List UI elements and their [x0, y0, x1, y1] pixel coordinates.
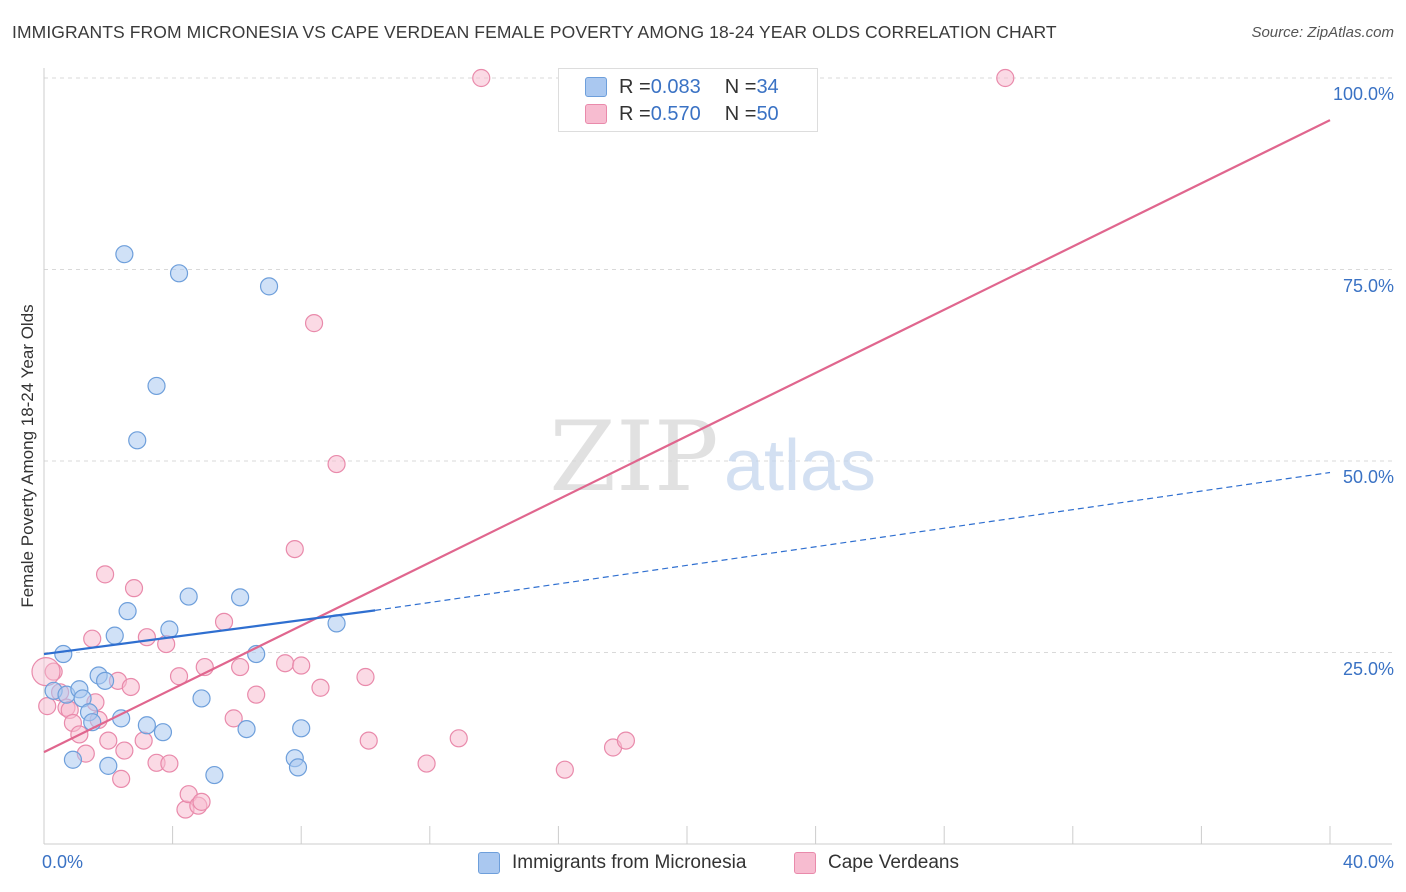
y-tick-label: 50.0%: [1342, 467, 1394, 487]
y-tick-label: 25.0%: [1342, 658, 1394, 679]
micronesia-point: [327, 614, 346, 633]
micronesia-point: [160, 620, 179, 639]
micronesia-point: [231, 588, 250, 607]
cape-verdeans-points: [31, 68, 1015, 819]
micronesia-point: [179, 587, 198, 606]
micronesia-point: [169, 264, 189, 283]
cape-verdeans-point: [99, 731, 118, 750]
micronesia-point: [115, 245, 134, 264]
watermark-zip: ZIP: [549, 401, 718, 513]
cape-verdeans-point: [224, 709, 243, 728]
micronesia-points: [44, 245, 346, 785]
micronesia-point: [288, 758, 308, 777]
cape-verdeans-point: [356, 667, 375, 687]
bottom-legend-cape-verdeans: Cape Verdeans: [794, 852, 959, 874]
trend-lines: [43, 119, 1331, 754]
legend-swatch-pink: [585, 104, 607, 124]
legend-r-value: 0.570: [650, 102, 701, 125]
legend-row-micronesia: R = 0.083 N = 34: [585, 75, 779, 99]
micronesia-point: [137, 716, 156, 735]
micronesia-point: [128, 431, 147, 450]
cape-verdeans-point: [134, 731, 153, 750]
y-tick-label: 100.0%: [1332, 84, 1394, 104]
micronesia-point: [95, 671, 115, 690]
micronesia-point: [105, 626, 124, 645]
micronesia-trend-line: [43, 609, 376, 656]
cape-verdeans-point: [44, 662, 63, 681]
cape-verdeans-point: [292, 656, 311, 675]
legend-r-label: R =: [619, 75, 651, 98]
bottom-legend-micronesia: Immigrants from Micronesia: [478, 852, 746, 874]
micronesia-point: [54, 644, 73, 664]
cape-verdeans-point: [95, 565, 115, 584]
legend-n-label: N =: [724, 102, 757, 125]
watermark-atlas: atlas: [724, 426, 876, 506]
cape-verdeans-point: [31, 657, 61, 687]
cape-verdeans-point: [247, 685, 266, 704]
cape-verdeans-point: [115, 741, 134, 760]
cape-verdeans-point: [160, 754, 179, 773]
cape-verdeans-point: [83, 629, 102, 648]
cape-verdeans-point: [311, 678, 330, 697]
micronesia-trend-line-extension: [375, 471, 1331, 611]
cape-verdeans-point: [449, 729, 468, 748]
cape-verdeans-point: [327, 454, 346, 474]
micronesia-point: [153, 723, 173, 742]
cape-verdeans-point: [359, 731, 378, 750]
micronesia-point: [205, 765, 224, 785]
cape-verdeans-point: [616, 731, 636, 750]
cape-verdeans-point: [121, 677, 140, 697]
watermark: ZIP atlas: [549, 401, 876, 513]
cape-verdeans-point: [137, 628, 156, 647]
micronesia-point: [259, 277, 279, 296]
legend-swatch-blue: [585, 77, 607, 97]
micronesia-point: [237, 719, 256, 739]
bottom-legend-swatch-blue: [478, 852, 500, 874]
micronesia-point: [147, 376, 166, 396]
micronesia-point: [192, 689, 211, 708]
cape-verdeans-point: [112, 769, 131, 788]
cape-verdeans-point: [276, 654, 295, 673]
cape-verdeans-point: [192, 792, 211, 811]
legend-n-label: N =: [724, 75, 757, 98]
cape-verdeans-point: [555, 760, 574, 779]
micronesia-point: [63, 750, 83, 769]
micronesia-point: [99, 756, 118, 775]
cape-verdeans-point: [417, 754, 436, 773]
legend-n-value: 50: [756, 102, 779, 125]
gridlines: [44, 77, 1392, 653]
x-tick-label: 40.0%: [1342, 852, 1394, 872]
legend-n-value: 34: [756, 75, 779, 98]
legend: R = 0.083 N = 34 R = 0.570 N = 50: [558, 68, 818, 132]
bottom-legend-label: Cape Verdeans: [828, 852, 959, 873]
cape-verdeans-point: [304, 314, 324, 333]
cape-verdeans-point: [231, 657, 250, 677]
cape-verdeans-trend-line: [43, 119, 1331, 754]
cape-verdeans-point: [214, 612, 234, 631]
bottom-legend-swatch-pink: [794, 852, 816, 874]
bottom-legend: Immigrants from Micronesia Cape Verdeans: [0, 852, 1406, 878]
cape-verdeans-point: [285, 539, 304, 559]
legend-r-value: 0.083: [650, 75, 701, 98]
cape-verdeans-point: [472, 68, 491, 88]
legend-r-label: R =: [619, 102, 651, 125]
micronesia-point: [292, 719, 311, 738]
x-tick-label: 0.0%: [42, 852, 84, 872]
cape-verdeans-point: [38, 697, 57, 716]
y-tick-label: 75.0%: [1342, 275, 1394, 296]
cape-verdeans-point: [124, 579, 144, 598]
y-axis-label: Female Poverty Among 18-24 Year Olds: [18, 304, 37, 608]
source-label: Source: ZipAtlas.com: [1251, 24, 1394, 41]
axes: [43, 68, 1392, 845]
micronesia-point: [118, 602, 137, 621]
legend-row-cape-verdeans: R = 0.570 N = 50: [585, 102, 779, 126]
cape-verdeans-point: [996, 68, 1015, 88]
chart-title: IMMIGRANTS FROM MICRONESIA VS CAPE VERDE…: [12, 22, 1057, 42]
bottom-legend-label: Immigrants from Micronesia: [512, 852, 747, 873]
